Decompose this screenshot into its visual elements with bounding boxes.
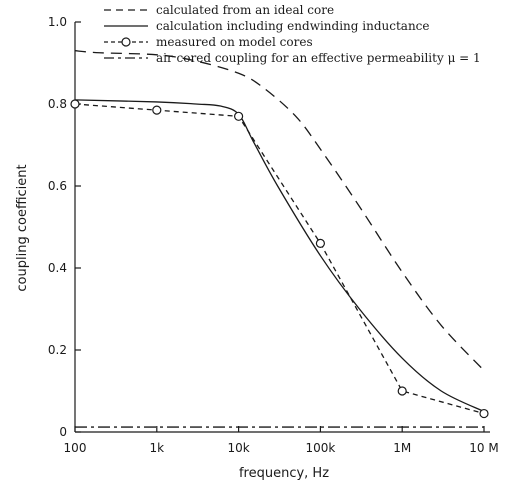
data-point-marker <box>479 408 489 419</box>
data-point-marker <box>70 99 80 109</box>
x-tick-label: 1M <box>393 441 411 455</box>
data-point-marker <box>315 238 325 248</box>
legend-label-3: air cored coupling for an effective perm… <box>156 51 481 65</box>
y-tick-label: 0.2 <box>48 343 67 357</box>
series-line-2 <box>75 103 485 415</box>
legend-marker <box>121 37 131 47</box>
legend-label-1: calculation including endwinding inducta… <box>156 19 430 33</box>
x-tick-label: 100k <box>305 441 335 455</box>
x-ticks: 100 1k 10k 100k 1M 10 M <box>64 426 499 455</box>
y-tick-label: 0.6 <box>48 179 67 193</box>
legend-label-0: calculated from an ideal core <box>156 3 334 17</box>
x-tick-label: 10 M <box>469 441 498 455</box>
y-ticks: 0 0.2 0.4 0.6 0.8 1.0 <box>48 15 81 439</box>
marker-layer <box>70 99 489 419</box>
legend-label-2: measured on model cores <box>156 35 313 49</box>
y-tick-label: 0.4 <box>48 261 67 275</box>
data-point-marker <box>397 386 407 396</box>
y-tick-label: 0.8 <box>48 97 67 111</box>
legend: calculated from an ideal core calculation… <box>104 3 481 65</box>
axes <box>74 22 490 433</box>
x-tick-label: 10k <box>227 441 249 455</box>
series-line-1 <box>75 99 485 413</box>
y-tick-label: 0 <box>59 425 67 439</box>
series-line-0 <box>75 50 485 371</box>
series-layer <box>75 50 485 428</box>
data-point-marker <box>152 105 162 115</box>
data-point-marker <box>234 111 244 121</box>
x-tick-label: 100 <box>64 441 87 455</box>
y-axis-title: coupling coefficient <box>15 164 30 291</box>
y-tick-label: 1.0 <box>48 15 67 29</box>
x-axis-title: frequency, Hz <box>239 466 329 481</box>
x-tick-label: 1k <box>150 441 165 455</box>
